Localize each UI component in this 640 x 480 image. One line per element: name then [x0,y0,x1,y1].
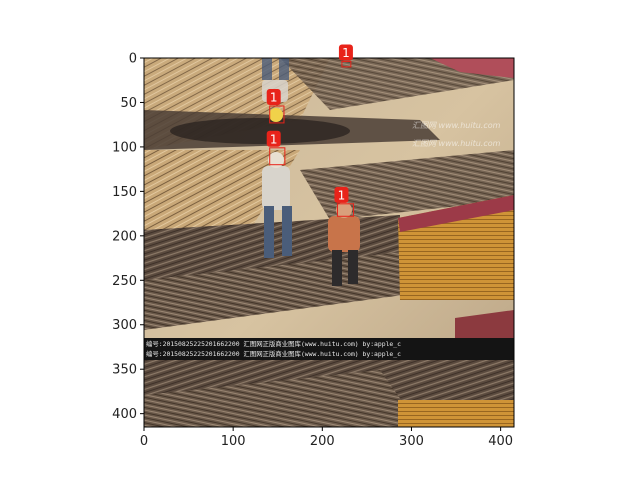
y-tick-label: 0 [129,52,137,67]
site-watermark: 汇图网 www.huitu.com [412,139,501,148]
detection-label-badge [338,44,353,61]
detection-label: 1 [270,91,278,105]
detection-box: 1 [266,130,286,166]
detection-label: 1 [270,132,278,146]
y-tick-label: 150 [112,185,137,200]
y-axis: 0 50 100 150 200 250 300 350 400 [112,52,144,422]
detection-label-badge [266,89,281,106]
watermark-text: 编号:20150825225201662200 汇图网正版商业图库(www.hu… [146,339,401,348]
y-tick-label: 50 [120,96,137,111]
detection-box: 1 [338,44,353,68]
x-tick-label: 300 [399,434,424,449]
x-tick-label: 0 [140,434,148,449]
bounding-box [269,147,286,166]
bounding-box [269,105,285,124]
detection-box: 1 [266,89,285,124]
y-tick-label: 400 [112,407,137,422]
x-tick-label: 200 [310,434,335,449]
x-axis: 0 100 200 300 400 [140,427,513,449]
bounding-box [341,61,352,68]
site-watermark: 汇图网 www.huitu.com [412,121,501,130]
x-tick-label: 400 [488,434,513,449]
y-tick-label: 300 [112,318,137,333]
detection-label: 1 [342,46,350,60]
y-tick-label: 200 [112,229,137,244]
x-tick-label: 100 [221,434,246,449]
y-tick-label: 350 [112,363,137,378]
worker-figure [328,202,360,286]
y-tick-label: 100 [112,140,137,155]
detection-label: 1 [338,188,346,202]
detection-box: 1 [334,186,355,217]
axes-frame [143,57,515,428]
watermark-text: 编号:20150825225201662200 汇图网正版商业图库(www.hu… [146,349,401,358]
detection-label-badge [334,186,349,203]
worker-figure [262,152,292,258]
bounding-box [336,203,355,217]
detection-label-badge [266,130,281,147]
detection-overlay: 1 1 1 1 [266,44,355,217]
construction-site-photo: 汇图网 www.huitu.com 汇图网 www.huitu.com 编号:2… [144,58,514,427]
y-tick-label: 250 [112,274,137,289]
